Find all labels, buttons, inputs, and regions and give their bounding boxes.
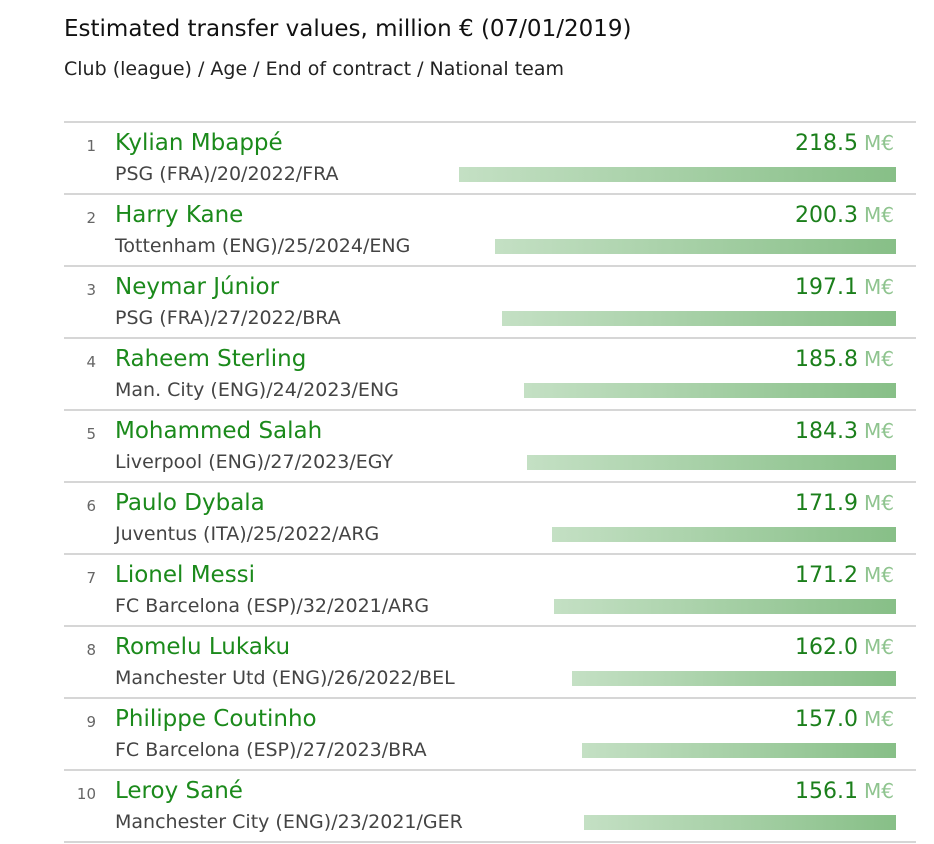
value-unit: M€ [864, 779, 894, 803]
player-name[interactable]: Romelu Lukaku [115, 634, 291, 660]
player-row: 9 Philippe Coutinho FC Barcelona (ESP)/2… [64, 699, 916, 771]
player-meta: FC Barcelona (ESP)/27/2023/BRA [115, 739, 427, 761]
ranking-list: 1 Kylian Mbappé PSG (FRA)/20/2022/FRA 21… [64, 121, 916, 843]
value-label: 157.0 M€ [795, 707, 894, 732]
player-name[interactable]: Raheem Sterling [115, 346, 307, 372]
value-bar [501, 311, 896, 326]
value-unit: M€ [864, 419, 894, 443]
player-row: 5 Mohammed Salah Liverpool (ENG)/27/2023… [64, 411, 916, 483]
value-number: 156.1 [795, 779, 859, 804]
player-name[interactable]: Leroy Sané [115, 778, 243, 804]
value-label: 162.0 M€ [795, 635, 894, 660]
rank: 3 [86, 281, 96, 299]
value-bar [459, 167, 896, 182]
value-bar [582, 743, 896, 758]
rank: 1 [86, 137, 96, 155]
player-row: 10 Leroy Sané Manchester City (ENG)/23/2… [64, 771, 916, 843]
value-label: 171.9 M€ [795, 491, 894, 516]
player-name[interactable]: Philippe Coutinho [115, 706, 317, 732]
player-meta: Manchester City (ENG)/23/2021/GER [115, 811, 463, 833]
value-bar [583, 815, 896, 830]
chart-title: Estimated transfer values, million € (07… [64, 16, 632, 42]
value-label: 156.1 M€ [795, 779, 894, 804]
value-label: 218.5 M€ [795, 131, 894, 156]
value-unit: M€ [864, 131, 894, 155]
value-number: 184.3 [795, 419, 859, 444]
value-bar [553, 599, 896, 614]
rank: 7 [86, 569, 96, 587]
rank: 5 [86, 425, 96, 443]
player-name[interactable]: Neymar Júnior [115, 274, 280, 300]
value-label: 200.3 M€ [795, 203, 894, 228]
value-number: 218.5 [795, 131, 859, 156]
value-number: 171.2 [795, 563, 859, 588]
value-bar [527, 455, 896, 470]
player-row: 2 Harry Kane Tottenham (ENG)/25/2024/ENG… [64, 195, 916, 267]
value-label: 185.8 M€ [795, 347, 894, 372]
player-name[interactable]: Lionel Messi [115, 562, 256, 588]
player-row: 1 Kylian Mbappé PSG (FRA)/20/2022/FRA 21… [64, 123, 916, 195]
value-number: 162.0 [795, 635, 859, 660]
value-number: 185.8 [795, 347, 859, 372]
player-meta: Tottenham (ENG)/25/2024/ENG [115, 235, 411, 257]
value-label: 197.1 M€ [795, 275, 894, 300]
value-bar [524, 383, 896, 398]
value-unit: M€ [864, 275, 894, 299]
value-number: 171.9 [795, 491, 859, 516]
value-bar [495, 239, 896, 254]
player-row: 3 Neymar Júnior PSG (FRA)/27/2022/BRA 19… [64, 267, 916, 339]
value-label: 184.3 M€ [795, 419, 894, 444]
rank: 10 [76, 785, 96, 803]
player-row: 4 Raheem Sterling Man. City (ENG)/24/202… [64, 339, 916, 411]
chart-subtitle: Club (league) / Age / End of contract / … [64, 58, 565, 80]
player-name[interactable]: Kylian Mbappé [115, 130, 283, 156]
player-name[interactable]: Harry Kane [115, 202, 244, 228]
player-row: 6 Paulo Dybala Juventus (ITA)/25/2022/AR… [64, 483, 916, 555]
rank: 8 [86, 641, 96, 659]
player-row: 8 Romelu Lukaku Manchester Utd (ENG)/26/… [64, 627, 916, 699]
value-number: 157.0 [795, 707, 859, 732]
value-unit: M€ [864, 707, 894, 731]
player-name[interactable]: Mohammed Salah [115, 418, 323, 444]
rank: 2 [86, 209, 96, 227]
rank: 6 [86, 497, 96, 515]
rank: 9 [86, 713, 96, 731]
value-label: 171.2 M€ [795, 563, 894, 588]
player-meta: Manchester Utd (ENG)/26/2022/BEL [115, 667, 455, 689]
value-number: 200.3 [795, 203, 859, 228]
value-unit: M€ [864, 203, 894, 227]
player-meta: Liverpool (ENG)/27/2023/EGY [115, 451, 394, 473]
value-unit: M€ [864, 635, 894, 659]
player-name[interactable]: Paulo Dybala [115, 490, 265, 516]
player-meta: PSG (FRA)/27/2022/BRA [115, 307, 341, 329]
rank: 4 [86, 353, 96, 371]
value-unit: M€ [864, 491, 894, 515]
player-meta: FC Barcelona (ESP)/32/2021/ARG [115, 595, 430, 617]
player-meta: Juventus (ITA)/25/2022/ARG [115, 523, 380, 545]
player-row: 7 Lionel Messi FC Barcelona (ESP)/32/202… [64, 555, 916, 627]
value-unit: M€ [864, 347, 894, 371]
player-meta: PSG (FRA)/20/2022/FRA [115, 163, 339, 185]
value-unit: M€ [864, 563, 894, 587]
value-bar [552, 527, 896, 542]
value-bar [572, 671, 896, 686]
player-meta: Man. City (ENG)/24/2023/ENG [115, 379, 399, 401]
value-number: 197.1 [795, 275, 859, 300]
